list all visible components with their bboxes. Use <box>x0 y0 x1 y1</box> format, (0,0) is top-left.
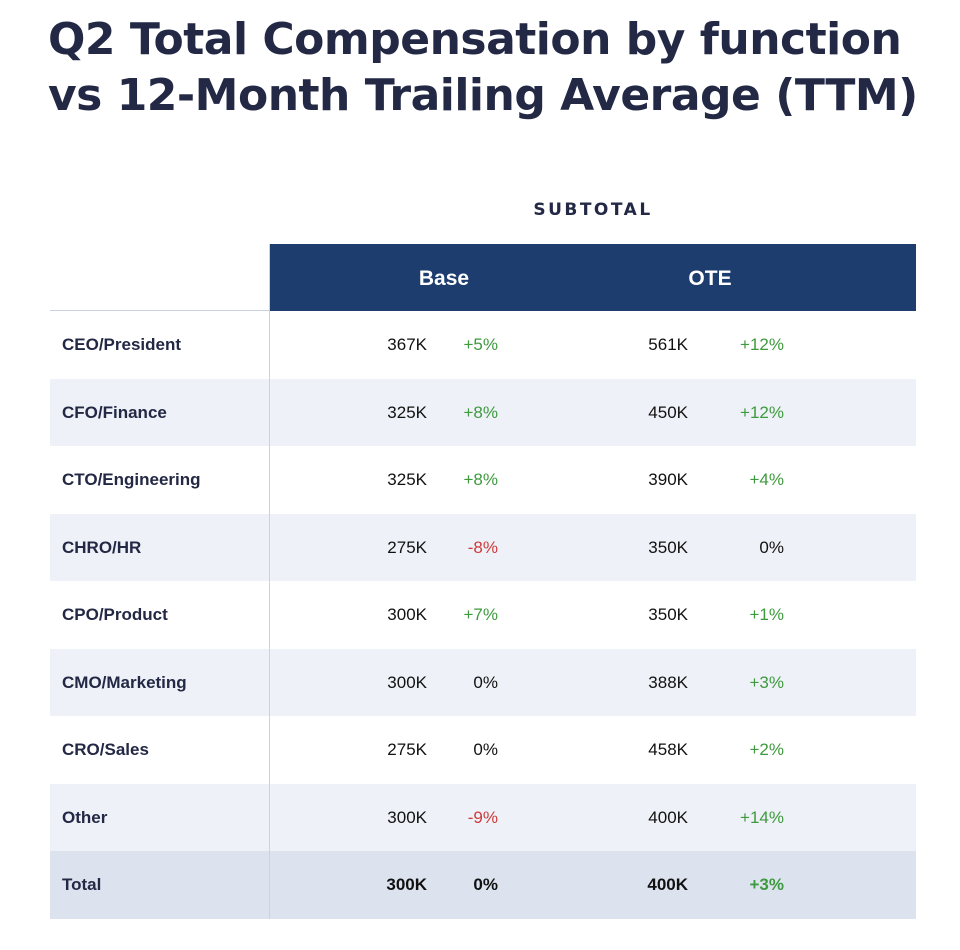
header-band <box>270 244 916 311</box>
column-header-ote: OTE <box>688 267 732 290</box>
table-row-total: Total 300K 0% 400K +3% <box>50 851 916 919</box>
page-title: Q2 Total Compensation by function vs 12-… <box>48 12 928 124</box>
ote-delta: +3% <box>749 875 785 894</box>
table-row: CHRO/HR 275K -8% 350K 0% <box>50 513 916 581</box>
ote-value: 388K <box>648 672 688 692</box>
base-delta: +8% <box>463 470 499 489</box>
base-value: 325K <box>387 470 427 489</box>
row-label: CHRO/HR <box>62 537 142 557</box>
base-delta: -8% <box>467 537 498 557</box>
row-label: Other <box>62 807 108 827</box>
ote-value: 458K <box>648 740 688 759</box>
ote-value: 350K <box>648 537 688 557</box>
title-line-1: Q2 Total Compensation by function <box>48 14 902 65</box>
table-row: CPO/Product 300K +7% 350K +1% <box>50 581 916 649</box>
base-value: 300K <box>387 807 427 827</box>
ote-value: 400K <box>647 875 688 894</box>
base-value: 300K <box>387 672 427 692</box>
table-header: Base OTE <box>50 244 916 311</box>
ote-value: 450K <box>648 402 688 422</box>
base-delta: 0% <box>473 672 498 692</box>
table-row: Other 300K -9% 400K +14% <box>50 783 916 851</box>
ote-value: 400K <box>648 807 688 827</box>
ote-delta: +3% <box>749 672 785 692</box>
base-delta: 0% <box>473 875 498 894</box>
title-line-2: vs 12-Month Trailing Average (TTM) <box>48 70 918 121</box>
ote-delta: +14% <box>740 807 784 827</box>
base-value: 300K <box>386 875 427 894</box>
row-label: CEO/President <box>62 335 182 354</box>
table-row: CMO/Marketing 300K 0% 388K +3% <box>50 648 916 716</box>
table-row: CEO/President 367K +5% 561K +12% <box>50 311 916 379</box>
ote-delta: 0% <box>759 537 784 557</box>
table-body: CEO/President 367K +5% 561K +12% CFO/Finance 3… <box>50 311 916 919</box>
base-value: 300K <box>387 605 427 624</box>
row-label: CMO/Marketing <box>62 672 187 692</box>
table-row: CRO/Sales 275K 0% 458K +2% <box>50 716 916 784</box>
base-value: 367K <box>387 335 427 354</box>
ote-delta: +2% <box>749 740 785 759</box>
label-divider <box>269 244 270 919</box>
header-underline <box>50 310 270 311</box>
ote-delta: +12% <box>740 335 784 354</box>
row-label: CTO/Engineering <box>62 470 201 489</box>
row-label: Total <box>62 875 102 894</box>
row-label: CPO/Product <box>62 605 168 624</box>
base-delta: +8% <box>463 402 499 422</box>
table-row: CFO/Finance 325K +8% 450K +12% <box>50 378 916 446</box>
ote-value: 561K <box>648 335 688 354</box>
base-value: 325K <box>387 402 427 422</box>
base-delta: +7% <box>463 605 499 624</box>
ote-delta: +12% <box>740 402 784 422</box>
ote-value: 350K <box>648 605 688 624</box>
ote-delta: +1% <box>749 605 785 624</box>
column-header-base: Base <box>418 267 470 290</box>
row-label: CRO/Sales <box>62 740 149 759</box>
ote-delta: +4% <box>749 470 785 489</box>
base-value: 275K <box>387 740 427 759</box>
base-value: 275K <box>387 537 427 557</box>
compensation-table: Base OTE CEO/President 367K +5% 561K +12% CFO… <box>50 244 916 919</box>
column-group-label: SUBTOTAL <box>533 200 653 220</box>
table-row: CTO/Engineering 325K +8% 390K +4% <box>50 446 916 514</box>
ote-value: 390K <box>648 470 688 489</box>
base-delta: -9% <box>467 807 498 827</box>
row-label: CFO/Finance <box>62 402 167 422</box>
base-delta: +5% <box>463 335 499 354</box>
base-delta: 0% <box>473 740 498 759</box>
